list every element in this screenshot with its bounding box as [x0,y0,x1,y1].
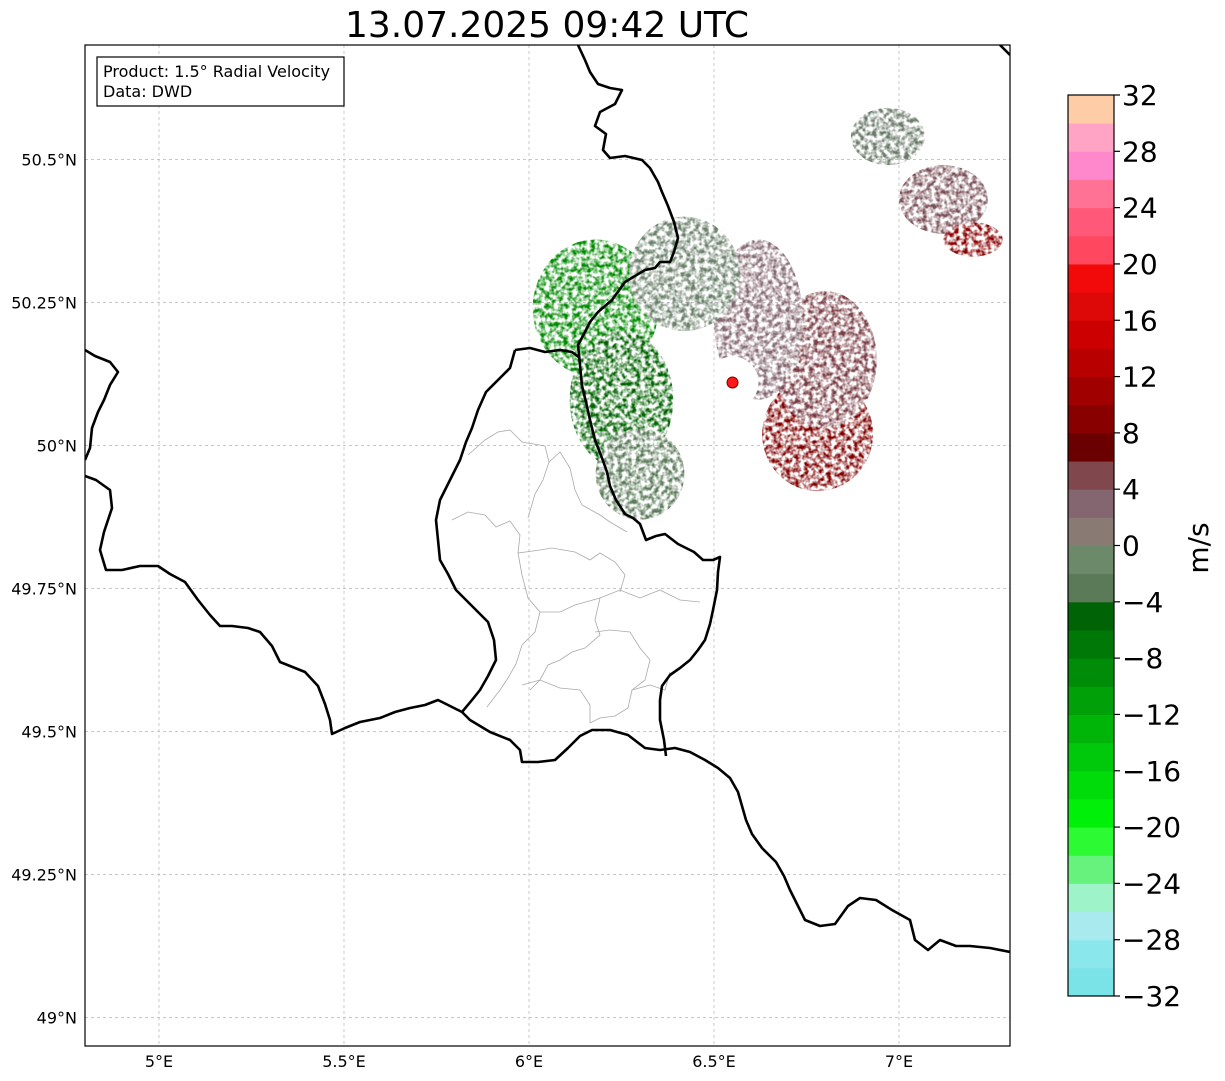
lat-tick-label: 50.25°N [11,293,77,312]
colorbar-swatch [1068,207,1114,237]
colorbar-tick-label: 4 [1122,473,1140,506]
colorbar-swatch [1068,461,1114,490]
colorbar-swatch [1068,573,1114,603]
colorbar-tick-label: −20 [1122,811,1181,844]
colorbar-tick-label: 20 [1122,248,1158,281]
country-borders [85,45,1010,954]
colorbar-swatch [1068,658,1114,687]
colorbar-swatch [1068,151,1114,180]
colorbar-tick-label: 28 [1122,135,1158,168]
colorbar-swatch [1068,967,1114,997]
info-box: Product: 1.5° Radial Velocity Data: DWD [96,56,345,107]
colorbar-label: m/s [1182,522,1215,573]
colorbar-swatch [1068,432,1114,462]
colorbar-swatch [1068,320,1114,349]
colorbar-tick-label: −8 [1122,642,1163,675]
colorbar-swatch [1068,404,1114,434]
lat-tick-label: 49.5°N [21,722,77,741]
colorbar-swatch [1068,517,1114,546]
colorbar-swatch [1068,235,1114,265]
colorbar-swatch [1068,939,1114,969]
map-frame [84,44,1011,1047]
echo-ne-cell-grey [850,107,925,166]
colorbar-tick-label: −32 [1122,980,1181,1013]
colorbar-swatch [1068,376,1114,406]
axis-tick-labels: 5°E 5.5°E 6°E 6.5°E 7°E 49°N 49.25°N 49.5°N 49.7… [11,150,913,1071]
colorbar-tick-label: 16 [1122,304,1158,337]
lat-tick-label: 50°N [37,436,77,455]
gridlines [85,45,1010,1046]
colorbar-tick-label: 8 [1122,417,1140,450]
colorbar-tick-label: 12 [1122,361,1158,394]
radar-site-marker [726,376,739,389]
colorbar-swatch [1068,545,1114,575]
echo-inbound-weak [628,216,740,331]
lon-tick-label: 6°E [515,1052,543,1071]
lon-tick-label: 6.5°E [692,1052,736,1071]
colorbar-swatch [1068,263,1114,293]
lat-tick-label: 49°N [37,1008,77,1027]
colorbar-tick-label: −28 [1122,924,1181,957]
colorbar-swatch [1068,883,1114,913]
colorbar-swatch [1068,123,1114,152]
admin-boundaries [451,429,701,724]
colorbar-swatch [1068,179,1114,209]
colorbar-swatch [1068,770,1114,800]
colorbar-swatch [1068,348,1114,378]
colorbar-swatch [1068,798,1114,828]
colorbar-tick-label: −12 [1122,698,1181,731]
colorbar-tick-label: 32 [1122,79,1158,112]
lon-tick-label: 5.5°E [322,1052,366,1071]
colorbar-tick-label: −4 [1122,586,1163,619]
lon-tick-label: 5°E [145,1052,173,1071]
colorbar-swatch [1068,855,1114,884]
echo-inbound-fringe [595,428,685,520]
colorbar-swatch [1068,686,1114,715]
colorbar-swatch [1068,827,1114,856]
colorbar-swatch [1068,292,1114,321]
colorbar-swatch [1068,601,1114,631]
colorbar-swatch [1068,489,1114,518]
colorbar-swatch [1068,714,1114,744]
colorbar-swatches [1068,95,1114,997]
colorbar-ticks: 32 28 24 20 16 12 8 4 0 −4 −8 −12 −16 −20 −24 −28 −32 [1114,79,1181,1013]
colorbar-swatch [1068,742,1114,772]
velocity-echoes [532,107,1003,520]
colorbar-swatch [1068,95,1114,124]
lon-tick-label: 7°E [885,1052,913,1071]
colorbar-swatch [1068,911,1114,941]
echo-ne-cell-mauve [899,165,988,234]
lat-tick-label: 49.25°N [11,865,77,884]
colorbar-swatch [1068,629,1114,659]
lat-tick-label: 49.75°N [11,579,77,598]
echo-ne-cell-red [943,222,1003,257]
lat-tick-label: 50.5°N [21,150,77,169]
colorbar: 32 28 24 20 16 12 8 4 0 −4 −8 −12 −16 −20 −24 −28 −32 m/… [1067,79,1215,1013]
chart-title: 13.07.2025 09:42 UTC [344,5,750,46]
colorbar-tick-label: −16 [1122,755,1181,788]
colorbar-tick-label: −24 [1122,867,1181,900]
info-product: Product: 1.5° Radial Velocity [103,62,330,81]
info-data-source: Data: DWD [103,82,192,101]
colorbar-tick-label: 24 [1122,192,1158,225]
colorbar-tick-label: 0 [1122,530,1140,563]
